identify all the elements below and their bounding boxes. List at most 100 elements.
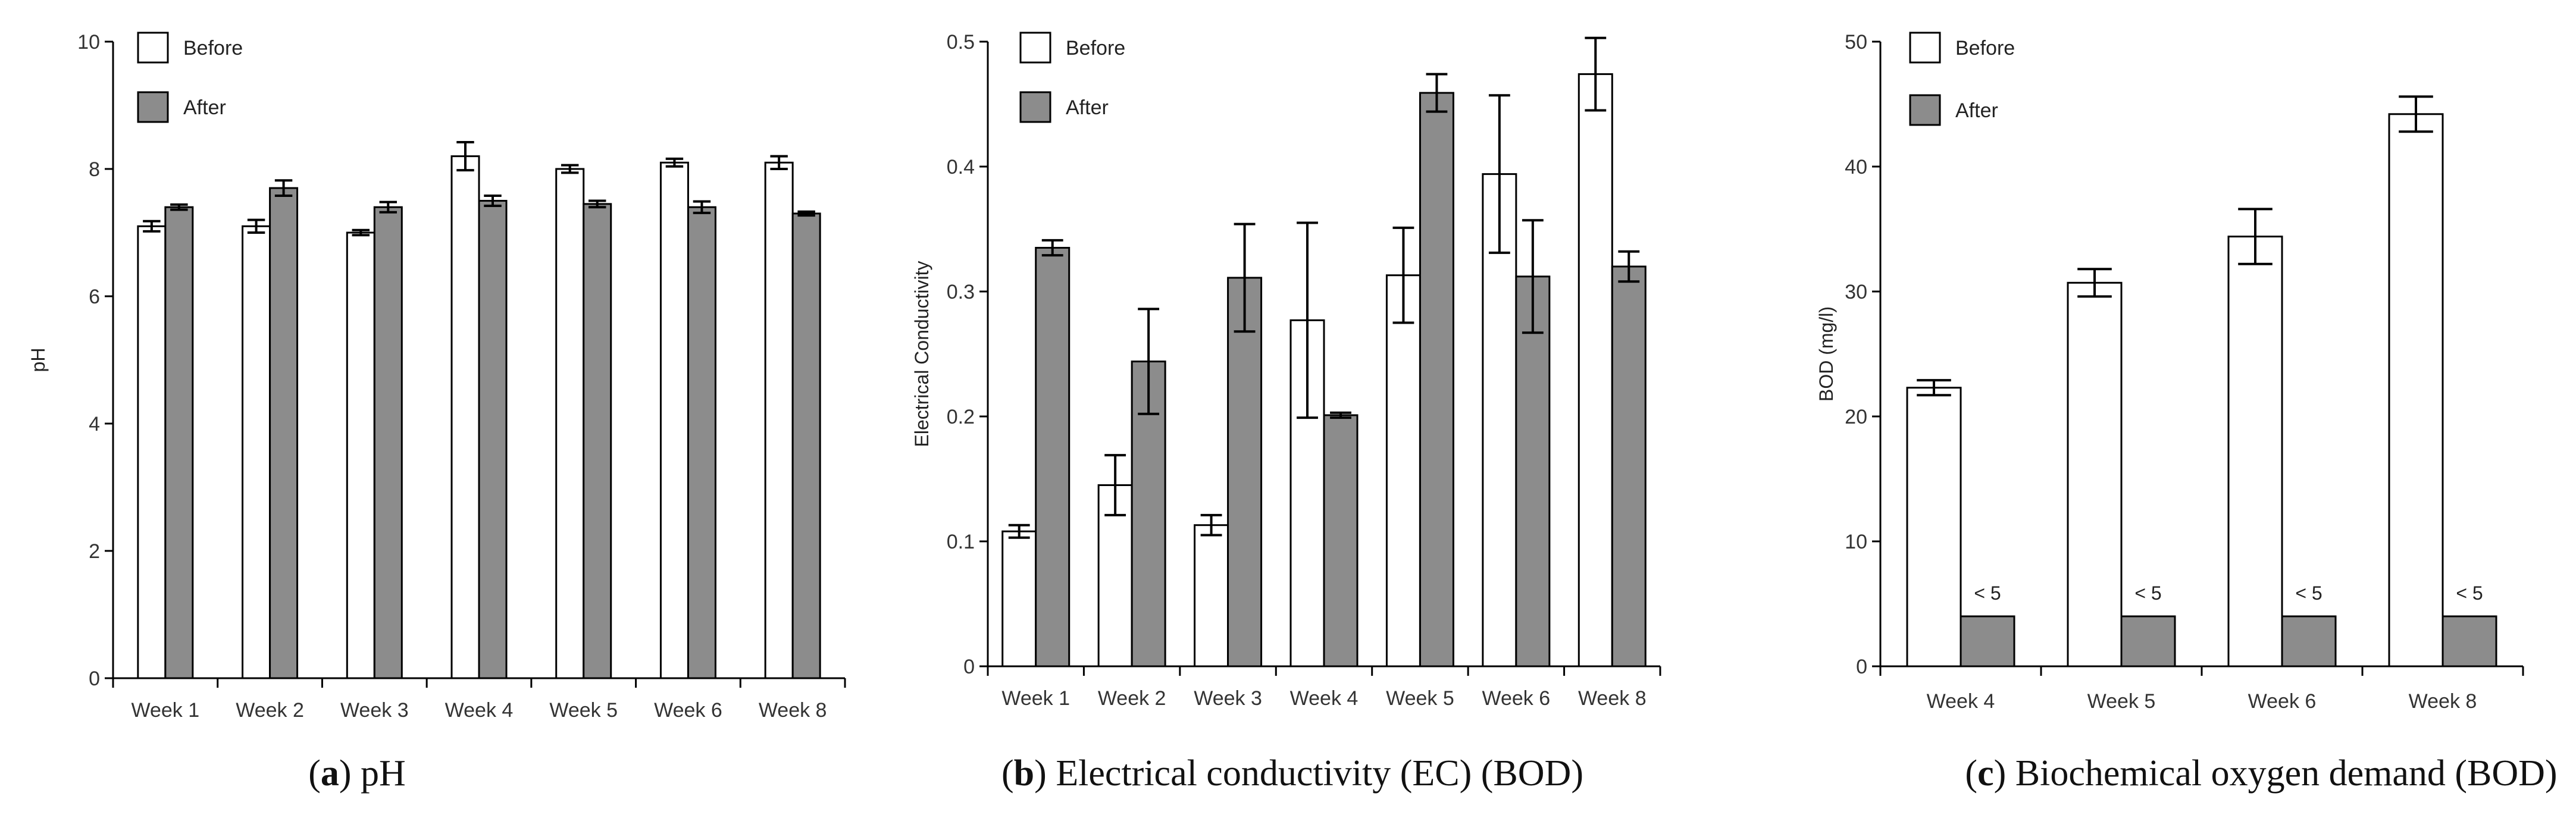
panel-a-bar-before [764, 161, 794, 679]
panel-c-y-tick-label: 20 [1845, 406, 1867, 428]
panel-a-error-bar [797, 210, 815, 217]
panel-b-bar-after [1515, 275, 1551, 667]
panel-b-bar-before [1577, 73, 1613, 667]
panel-b-y-tick-label: 0.2 [947, 406, 975, 428]
panel-a-bar-after [478, 200, 508, 679]
panel-b-x-tick-label: Week 6 [1482, 687, 1551, 710]
panel-a-error-bar [770, 155, 788, 170]
panel-b-y-tick-label: 0.5 [947, 31, 975, 54]
panel-a-y-tick-label: 4 [89, 413, 100, 435]
panel-b-error-bar [1330, 411, 1351, 419]
panel-c-x-tick-label: Week 6 [2248, 690, 2317, 713]
panel-b-bar-after [1227, 277, 1263, 667]
panel-b-error-bar [1585, 36, 1607, 112]
panel-c-y-tick-label: 0 [1856, 656, 1867, 678]
panel-a-bar-before [137, 225, 167, 679]
panel-b-y-tick-label: 0 [963, 656, 975, 678]
panel-b-bar-before [1385, 274, 1421, 667]
panel-c-bar-before [1906, 387, 1962, 667]
panel-c-bar-before [2388, 113, 2444, 667]
panel-a-x-tick-label: Week 5 [549, 699, 618, 722]
panel-a-bar-after [373, 206, 403, 679]
panel-b-x-tick-label: Week 2 [1098, 687, 1166, 710]
panel-c-annotation: < 5 [2456, 582, 2483, 604]
panel-a-error-bar [352, 228, 370, 237]
caption-b: (b) Electrical conductivity (EC) (BOD) [1001, 753, 1583, 794]
panel-b-error-bar [1234, 222, 1256, 333]
panel-a-bar-before [450, 155, 480, 679]
panel-a-x-tick-label: Week 3 [340, 699, 409, 722]
panel-b-ec-chart: 0 0.1 0.2 0.3 0.4 0.5 Week 1 Week 2 Week 3 Week 4… [911, 31, 1661, 710]
panel-a-x-tick-label: Week 6 [654, 699, 722, 722]
panel-a-y-tick-label: 0 [89, 667, 100, 690]
panel-b-x-tick-label: Week 1 [1001, 687, 1070, 710]
panel-b-y-tick-label: 0.1 [947, 531, 975, 553]
panel-c-error-bar [1917, 379, 1951, 397]
panel-b-y-axis-label: Electrical Conductivity [911, 261, 932, 447]
panel-c-bar-after [1960, 615, 2015, 667]
panel-a-error-bar [484, 194, 502, 208]
panel-b-bar-after [1419, 92, 1454, 667]
panel-c-error-bar [2399, 95, 2433, 133]
panel-b-legend-swatch-after [1019, 91, 1051, 123]
panel-b-bar-after [1611, 265, 1647, 667]
panel-c-y-tick-label: 10 [1845, 531, 1867, 553]
panel-c-legend-label: After [1955, 99, 1998, 122]
panel-b-legend-label: After [1066, 96, 1109, 119]
panel-c-annotation: < 5 [2295, 582, 2322, 604]
panel-c-legend-swatch-after [1909, 94, 1941, 126]
panel-a-bar-before [242, 225, 271, 679]
panel-b-x-tick-label: Week 4 [1290, 687, 1359, 710]
panel-a-error-bar [456, 141, 474, 172]
panel-b-error-bar [1138, 308, 1160, 415]
panel-a-legend-swatch-after [137, 91, 169, 123]
panel-c-bar-after [2120, 615, 2176, 667]
panel-a-error-bar [588, 199, 606, 209]
panel-b-error-bar [1041, 239, 1063, 257]
panel-b-error-bar [1522, 219, 1544, 334]
panel-b-error-bar [1618, 250, 1640, 283]
panel-c-y-tick-label: 30 [1845, 281, 1867, 303]
panel-a-error-bar [379, 200, 397, 214]
panel-b-error-bar [1426, 73, 1448, 113]
panel-c-error-bar [2077, 268, 2112, 298]
panel-a-bar-after [269, 187, 299, 679]
panel-a-error-bar [665, 157, 684, 168]
panel-c-bar-before [2227, 236, 2283, 667]
panel-a-x-tick-label: Week 2 [236, 699, 304, 722]
panel-a-x-tick-label: Week 4 [445, 699, 514, 722]
panel-a-y-axis-label: pH [27, 348, 49, 372]
panel-a-x-tick-label: Week 1 [132, 699, 200, 722]
panel-b-bar-before [1289, 319, 1325, 667]
panel-b-error-bar [1008, 524, 1030, 539]
panel-b-x-tick-label: Week 5 [1386, 687, 1454, 710]
panel-b-bar-before [1194, 524, 1229, 667]
panel-a-error-bar [247, 218, 265, 234]
panel-c-bar-before [2067, 281, 2123, 667]
panel-b-error-bar [1488, 94, 1510, 254]
panel-a-error-bar [170, 203, 188, 211]
caption-c: (c) Biochemical oxygen demand (BOD) [1965, 753, 2557, 794]
panel-c-error-bar [2238, 208, 2273, 265]
panel-a-error-bar [274, 179, 293, 197]
panel-c-y-axis-label: BOD (mg/l) [1816, 306, 1837, 402]
panel-a-bar-after [791, 212, 821, 679]
panel-b-y-tick-label: 0.3 [947, 281, 975, 303]
panel-a-legend-label: After [183, 96, 226, 119]
panel-a-ph-chart: 0 2 4 6 8 10 Week 1 Week 2 Week 3 Week 4 Week 5 Wee… [27, 31, 846, 722]
panel-a-legend-label: Before [183, 37, 243, 59]
panel-a-y-tick-label: 2 [89, 540, 100, 563]
panel-a-bar-after [687, 206, 716, 679]
panel-c-x-tick-label: Week 4 [1927, 690, 1995, 713]
panel-c-annotation: < 5 [1974, 582, 2001, 604]
panel-b-y-tick-label: 0.4 [947, 156, 975, 178]
panel-b-x-tick-label: Week 3 [1194, 687, 1262, 710]
panel-c-y-tick-label: 40 [1845, 156, 1867, 178]
panel-b-error-bar [1392, 226, 1414, 324]
panel-b-error-bar [1297, 221, 1318, 419]
panel-b-bar-after [1035, 247, 1071, 667]
panel-b-bar-after [1323, 414, 1359, 667]
panel-a-bar-before [346, 231, 375, 679]
panel-b-x-tick-label: Week 8 [1578, 687, 1647, 710]
